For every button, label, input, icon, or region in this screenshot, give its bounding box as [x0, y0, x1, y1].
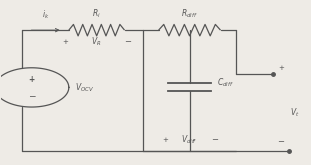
Text: $C_{diff}$: $C_{diff}$	[217, 76, 234, 89]
Text: $V_{diff}$: $V_{diff}$	[181, 133, 198, 146]
Text: −: −	[28, 91, 35, 100]
Text: +: +	[278, 65, 284, 71]
Text: $i_k$: $i_k$	[42, 9, 49, 21]
Text: +: +	[63, 39, 69, 45]
Text: −: −	[277, 137, 284, 146]
Text: $R_i$: $R_i$	[92, 8, 101, 20]
Text: $V_t$: $V_t$	[290, 107, 300, 119]
Text: +: +	[162, 137, 168, 143]
Text: +: +	[29, 75, 35, 84]
Text: −: −	[211, 135, 218, 144]
Text: −: −	[124, 37, 131, 46]
Text: $R_{diff}$: $R_{diff}$	[181, 8, 198, 20]
Text: $V_R$: $V_R$	[91, 35, 102, 48]
Text: $V_{OCV}$: $V_{OCV}$	[75, 81, 94, 94]
